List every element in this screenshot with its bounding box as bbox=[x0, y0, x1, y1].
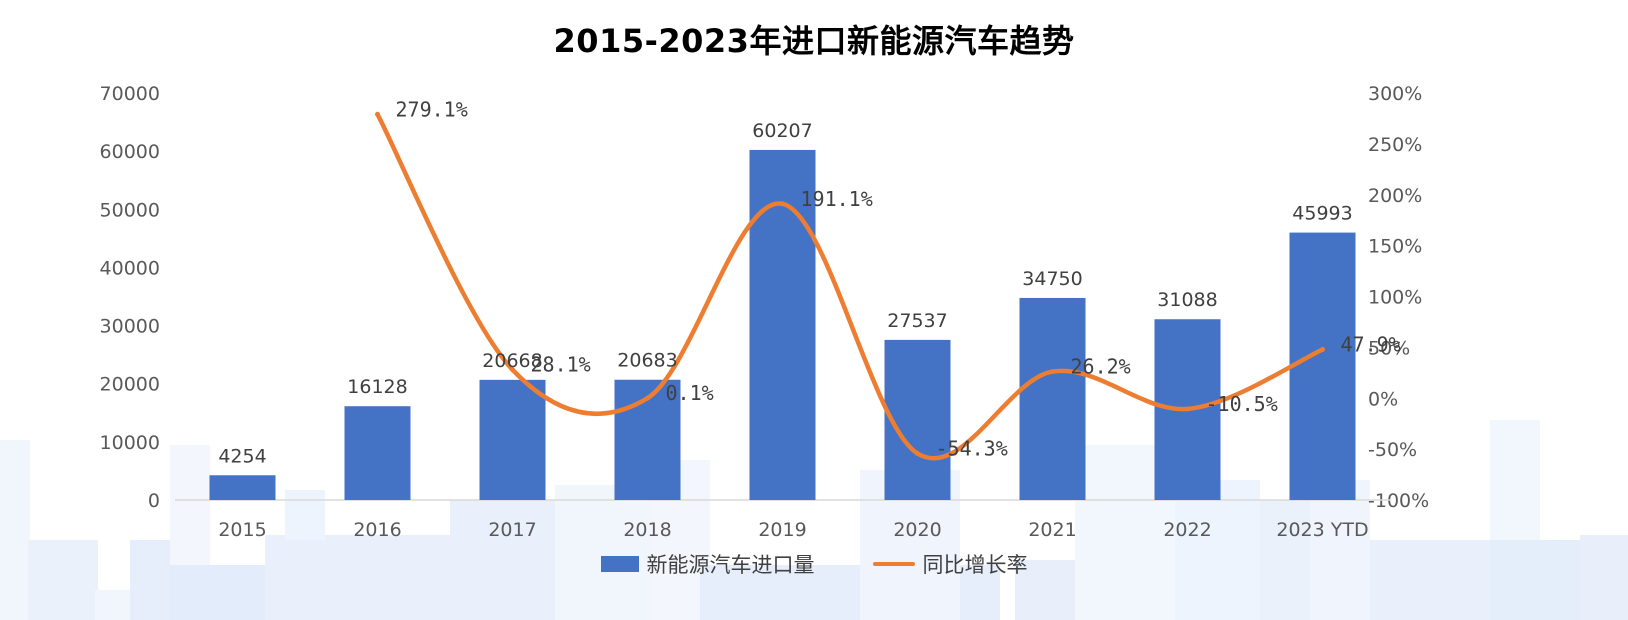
bar-2019 bbox=[749, 149, 816, 500]
right-tick-label: 100% bbox=[1368, 287, 1422, 309]
line-point-2018 bbox=[645, 395, 650, 401]
bg-block-0 bbox=[0, 440, 30, 620]
legend-bar-label: 新能源汽车进口量 bbox=[646, 553, 815, 577]
x-tick-label: 2021 bbox=[1028, 519, 1076, 541]
bar-value-label: 27537 bbox=[887, 310, 947, 332]
bar-2021 bbox=[1019, 297, 1086, 500]
bar-2023 YTD bbox=[1289, 232, 1356, 500]
left-tick-label: 0 bbox=[148, 490, 160, 512]
right-tick-label: -100% bbox=[1368, 490, 1429, 512]
data-labels: 4254 16128 20668 20683 60207 27537 34750 31088 4… bbox=[218, 97, 1400, 467]
line-value-label: 47.9% bbox=[1341, 333, 1401, 357]
right-tick-label: 50% bbox=[1368, 337, 1410, 359]
right-tick-label: 300% bbox=[1368, 83, 1422, 105]
bar-value-label: 45993 bbox=[1292, 203, 1352, 225]
chart-title: 2015-2023年进口新能源汽车趋势 bbox=[553, 22, 1075, 60]
left-tick-label: 10000 bbox=[100, 432, 160, 454]
x-tick-label: 2023 YTD bbox=[1276, 519, 1368, 541]
line-value-label: 0.1% bbox=[666, 381, 714, 405]
right-y-axis: 300% 250% 200% 150% 100% 50% 0% -50% -100% bbox=[1368, 83, 1429, 512]
line-series bbox=[375, 111, 1325, 461]
x-tick-label: 2020 bbox=[893, 519, 941, 541]
right-tick-label: 150% bbox=[1368, 236, 1422, 258]
x-tick-label: 2015 bbox=[218, 519, 266, 541]
x-tick-label: 2022 bbox=[1163, 519, 1211, 541]
legend-item-bars: 新能源汽车进口量 bbox=[600, 549, 815, 579]
bg-block-6 bbox=[265, 535, 450, 620]
legend: 新能源汽车进口量 同比增长率 bbox=[0, 549, 1628, 579]
bg-block-7 bbox=[285, 490, 325, 540]
line-point-2017 bbox=[510, 367, 515, 373]
line-value-label: 26.2% bbox=[1071, 355, 1131, 379]
line-point-2023 YTD bbox=[1320, 347, 1325, 353]
left-tick-label: 50000 bbox=[100, 199, 160, 221]
bar-value-label: 34750 bbox=[1022, 268, 1082, 290]
line-value-label: 279.1% bbox=[396, 97, 468, 121]
left-y-axis: 70000 60000 50000 40000 30000 20000 10000 0 bbox=[100, 83, 160, 512]
bar-2020 bbox=[884, 339, 951, 500]
bar-value-label: 16128 bbox=[347, 376, 407, 398]
x-tick-label: 2016 bbox=[353, 519, 401, 541]
bg-block-9 bbox=[555, 485, 650, 620]
bar-2016 bbox=[344, 406, 411, 500]
bar-2017 bbox=[479, 379, 546, 500]
legend-line-label: 同比增长率 bbox=[922, 553, 1028, 577]
bar-value-label: 60207 bbox=[752, 120, 812, 142]
bg-block-21 bbox=[1580, 535, 1628, 620]
left-tick-label: 20000 bbox=[100, 374, 160, 396]
right-tick-label: 200% bbox=[1368, 185, 1422, 207]
line-value-label: 28.1% bbox=[531, 353, 591, 377]
left-tick-label: 40000 bbox=[100, 257, 160, 279]
bg-block-17 bbox=[1310, 480, 1370, 620]
bar-value-label: 31088 bbox=[1157, 289, 1217, 311]
x-axis: 2015 2016 2017 2018 2019 2020 2021 2022 2023 YTD bbox=[175, 499, 1390, 541]
bg-block-20 bbox=[1490, 540, 1580, 620]
line-point-2022 bbox=[1185, 406, 1190, 412]
bar-value-label: 20668 bbox=[482, 350, 542, 372]
bar-2015 bbox=[209, 475, 276, 500]
legend-bar-swatch bbox=[600, 556, 639, 572]
x-tick-label: 2019 bbox=[758, 519, 806, 541]
x-tick-label: 2018 bbox=[623, 519, 671, 541]
bar-series bbox=[209, 149, 1356, 500]
line-value-label: -54.3% bbox=[936, 437, 1008, 461]
bar-value-label: 4254 bbox=[218, 445, 266, 467]
bg-block-3 bbox=[130, 540, 170, 620]
x-tick-label: 2017 bbox=[488, 519, 536, 541]
line-point-2021 bbox=[1050, 369, 1055, 375]
legend-item-line: 同比增长率 bbox=[872, 549, 1028, 579]
left-tick-label: 60000 bbox=[100, 141, 160, 163]
line-value-label: 191.1% bbox=[801, 187, 873, 211]
right-tick-label: 0% bbox=[1368, 388, 1398, 410]
bar-value-label: 20683 bbox=[617, 350, 677, 372]
line-value-label: -10.5% bbox=[1206, 392, 1278, 416]
line-point-2020 bbox=[915, 451, 920, 457]
bg-block-8 bbox=[450, 500, 555, 620]
line-point-2019 bbox=[780, 201, 785, 207]
right-tick-label: -50% bbox=[1368, 439, 1417, 461]
left-tick-label: 70000 bbox=[100, 83, 160, 105]
bg-block-15 bbox=[1175, 480, 1260, 620]
bg-block-1 bbox=[28, 540, 98, 620]
bg-block-18 bbox=[1370, 540, 1490, 620]
right-tick-label: 250% bbox=[1368, 134, 1422, 156]
left-tick-label: 30000 bbox=[100, 316, 160, 338]
legend-line-swatch bbox=[872, 562, 915, 566]
line-point-2016 bbox=[375, 111, 380, 117]
